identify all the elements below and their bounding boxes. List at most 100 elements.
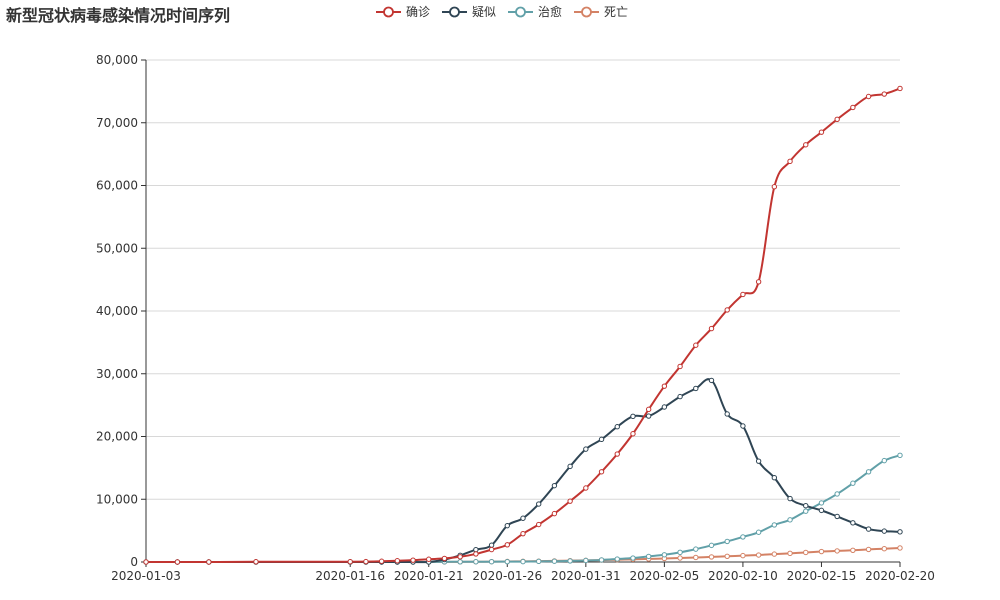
x-tick-label: 2020-01-21 xyxy=(394,569,464,583)
data-point xyxy=(803,503,809,509)
data-point xyxy=(755,458,762,464)
data-point xyxy=(708,542,715,549)
data-point xyxy=(771,474,778,481)
legend-item-confirmed[interactable]: 确诊 xyxy=(376,3,430,20)
data-point xyxy=(536,521,542,528)
data-point xyxy=(818,507,825,514)
data-point xyxy=(677,555,683,561)
legend-marker-icon xyxy=(508,6,534,17)
data-point xyxy=(834,513,840,520)
x-tick-label: 2020-01-16 xyxy=(315,569,385,583)
data-point xyxy=(661,552,668,558)
data-point xyxy=(551,510,558,517)
data-point xyxy=(755,552,762,558)
data-point xyxy=(897,545,903,551)
data-point xyxy=(457,554,463,560)
data-point xyxy=(441,555,448,562)
data-point xyxy=(143,559,149,565)
data-point xyxy=(253,559,259,565)
data-point xyxy=(803,508,809,514)
x-tick-label: 2020-01-31 xyxy=(551,569,621,583)
data-point xyxy=(787,550,793,557)
x-tick-label: 2020-01-26 xyxy=(472,569,542,583)
data-point xyxy=(488,542,495,548)
data-point xyxy=(724,411,730,417)
data-point xyxy=(803,142,809,148)
legend-item-dead[interactable]: 死亡 xyxy=(574,3,628,20)
data-point xyxy=(598,469,605,475)
data-point xyxy=(834,116,840,123)
x-tick-label: 2020-02-10 xyxy=(708,569,778,583)
y-tick-label: 40,000 xyxy=(96,304,138,318)
data-point xyxy=(787,158,793,165)
x-tick-label: 2020-01-03 xyxy=(111,569,181,583)
data-point xyxy=(473,546,479,553)
data-point xyxy=(536,501,542,507)
data-point xyxy=(865,526,872,532)
data-point xyxy=(677,393,683,400)
data-point xyxy=(834,491,840,497)
data-point xyxy=(881,546,887,552)
data-point xyxy=(551,558,558,564)
data-point xyxy=(630,555,636,561)
data-point xyxy=(724,553,730,560)
data-point xyxy=(865,546,872,553)
data-point xyxy=(583,485,589,491)
data-point xyxy=(787,495,793,502)
data-point xyxy=(693,342,699,348)
legend-item-cured[interactable]: 治愈 xyxy=(508,3,562,20)
data-point xyxy=(206,559,212,565)
data-point xyxy=(803,549,809,556)
data-point xyxy=(614,556,620,562)
data-point xyxy=(645,553,652,560)
data-point xyxy=(363,558,369,565)
data-point xyxy=(630,431,636,437)
data-point xyxy=(661,404,668,410)
y-tick-label: 30,000 xyxy=(96,367,138,381)
data-point xyxy=(881,528,887,534)
data-point xyxy=(504,522,510,529)
y-tick-label: 60,000 xyxy=(96,179,138,193)
data-point xyxy=(614,451,620,457)
x-tick-label: 2020-02-05 xyxy=(630,569,700,583)
data-point xyxy=(740,423,746,429)
data-point xyxy=(583,557,589,564)
data-point xyxy=(457,559,463,565)
data-point xyxy=(771,184,778,190)
y-tick-label: 50,000 xyxy=(96,241,138,255)
data-point xyxy=(755,529,762,535)
data-point xyxy=(488,558,495,565)
data-point xyxy=(897,452,903,459)
legend-item-suspected[interactable]: 疑似 xyxy=(442,3,496,20)
data-point xyxy=(473,559,479,565)
data-point xyxy=(771,551,778,557)
series-line xyxy=(146,87,901,564)
data-point xyxy=(488,546,495,553)
y-tick-label: 80,000 xyxy=(96,53,138,67)
data-point xyxy=(536,558,542,565)
data-point xyxy=(771,522,778,528)
x-tick-label: 2020-02-15 xyxy=(787,569,857,583)
data-point xyxy=(693,385,699,392)
data-point xyxy=(598,436,605,443)
data-point xyxy=(630,413,636,420)
data-point xyxy=(378,558,385,564)
data-point xyxy=(693,554,699,561)
legend-marker-icon xyxy=(574,6,600,17)
data-point xyxy=(708,554,715,560)
data-point xyxy=(520,558,526,565)
data-point xyxy=(504,542,510,548)
data-point xyxy=(677,363,683,370)
data-point xyxy=(850,480,856,486)
legend-label: 治愈 xyxy=(538,5,563,19)
data-point xyxy=(850,520,856,526)
data-point xyxy=(583,446,589,452)
data-point xyxy=(567,463,573,470)
data-point xyxy=(708,377,715,384)
data-point xyxy=(645,413,652,419)
data-point xyxy=(755,279,762,285)
data-point xyxy=(661,383,668,389)
data-point xyxy=(410,557,416,563)
data-point xyxy=(787,517,793,523)
